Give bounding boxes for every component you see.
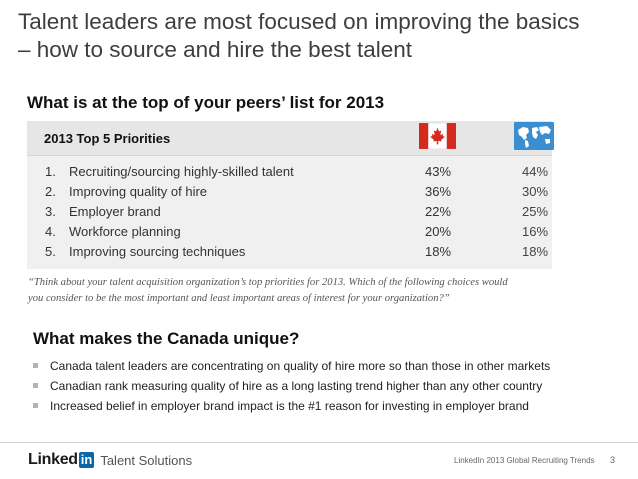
logo-suffix: Talent Solutions [100,452,193,468]
list-item: Increased belief in employer brand impac… [33,398,623,418]
logo-in-box: in [78,452,95,468]
global-value: 30% [522,184,549,199]
bullet-text: Canadian rank measuring quality of hire … [50,379,543,393]
footer-divider [0,442,638,443]
row-label: Improving quality of hire [69,184,208,199]
row-number: 1. [45,164,56,179]
row-label: Workforce planning [69,224,181,239]
table-row: 1. Recruiting/sourcing highly-skilled ta… [27,162,552,182]
global-value: 44% [522,164,549,179]
priorities-table: 1. Recruiting/sourcing highly-skilled ta… [27,155,552,269]
global-value: 25% [522,204,549,219]
global-value: 16% [522,224,549,239]
canada-value: 43% [425,164,452,179]
survey-question-quote: “Think about your talent acquisition org… [28,275,588,307]
canada-flag-icon [419,123,456,149]
row-number: 2. [45,184,56,199]
canada-value: 36% [425,184,452,199]
global-value: 18% [522,244,549,259]
table-row: 5. Improving sourcing techniques 18% 18% [27,242,552,262]
row-number: 3. [45,204,56,219]
linkedin-talent-solutions-logo: Linked in Talent Solutions [28,451,192,469]
row-number: 5. [45,244,56,259]
section-heading-unique: What makes the Canada unique? [33,329,300,348]
bullet-text: Canada talent leaders are concentrating … [50,359,551,373]
footer-source: LinkedIn 2013 Global Recruiting Trends [454,456,595,465]
canada-value: 20% [425,224,452,239]
bullet-text: Increased belief in employer brand impac… [50,399,529,413]
page-number: 3 [610,455,616,465]
quote-line-1: “Think about your talent acquisition org… [28,277,508,288]
row-label: Employer brand [69,204,161,219]
row-label: Improving sourcing techniques [69,244,246,259]
canada-value: 18% [425,244,452,259]
bullet-list: Canada talent leaders are concentrating … [33,358,623,418]
world-map-icon [514,122,554,150]
list-item: Canadian rank measuring quality of hire … [33,378,623,398]
section-heading-priorities: What is at the top of your peers’ list f… [27,93,385,112]
table-row: 4. Workforce planning 20% 16% [27,222,552,242]
table-row: 3. Employer brand 22% 25% [27,202,552,222]
quote-line-2: you consider to be the most important an… [28,293,450,304]
canada-value: 22% [425,204,452,219]
bullet-square-icon [33,363,38,368]
row-label: Recruiting/sourcing highly-skilled talen… [69,164,294,179]
table-header: 2013 Top 5 Priorities [27,121,552,155]
bullet-square-icon [33,403,38,408]
bullet-square-icon [33,383,38,388]
row-number: 4. [45,224,56,239]
slide-title: Talent leaders are most focused on impro… [18,8,628,64]
list-item: Canada talent leaders are concentrating … [33,358,623,378]
table-header-label: 2013 Top 5 Priorities [44,131,171,146]
table-row: 2. Improving quality of hire 36% 30% [27,182,552,202]
title-line-1: Talent leaders are most focused on impro… [18,9,580,34]
title-line-2: – how to source and hire the best talent [18,37,413,62]
logo-linked-text: Linked [28,451,78,468]
